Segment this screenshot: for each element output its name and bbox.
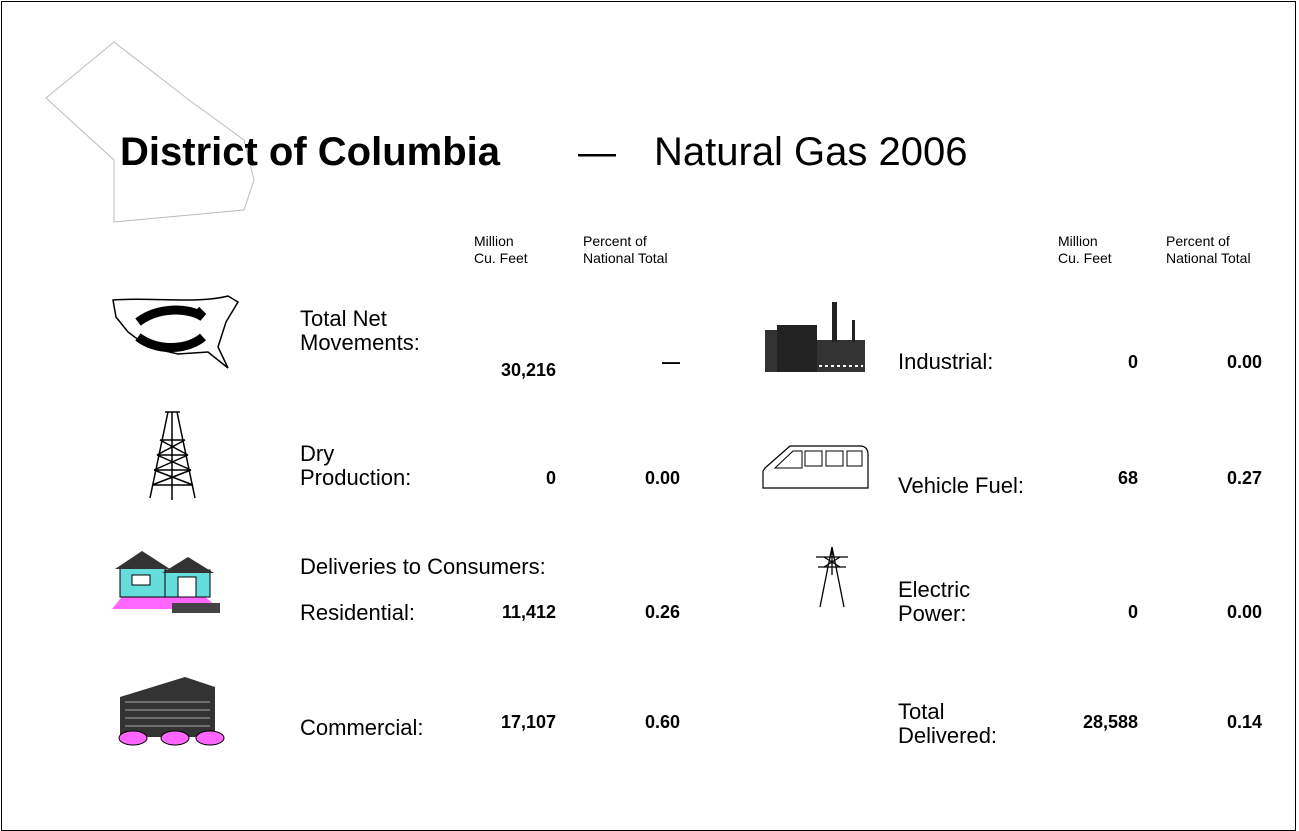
text-line: Dry xyxy=(300,441,335,466)
row-label: Total Net Movements: xyxy=(300,307,420,355)
text-line: Cu. Feet xyxy=(474,250,528,266)
text-line: Total Net xyxy=(300,306,387,331)
row-label: Dry Production: xyxy=(300,442,411,490)
percent: 0.27 xyxy=(1226,468,1262,488)
volume: 17,107 xyxy=(500,712,556,732)
percent: 0.26 xyxy=(644,602,680,622)
text-line: Vehicle Fuel: xyxy=(898,473,1024,498)
percent: 0.00 xyxy=(644,468,680,488)
van-icon xyxy=(762,445,869,489)
state-name: District of Columbia xyxy=(120,130,501,174)
volume: 0 xyxy=(545,468,556,488)
state-outline xyxy=(45,41,255,223)
column-header: Million Cu. Feet xyxy=(474,233,528,267)
text-line: Industrial: xyxy=(898,349,994,374)
text-line: Electric xyxy=(898,577,971,602)
volume: 30,216 xyxy=(500,360,556,380)
text-line: Total xyxy=(898,699,945,724)
text-line: Percent of xyxy=(583,233,647,249)
row-label: Electric Power: xyxy=(898,578,970,626)
office-icon xyxy=(118,677,225,746)
pylon-icon xyxy=(816,546,848,608)
text-line: Power: xyxy=(898,601,967,626)
percent: 0.00 xyxy=(1226,352,1262,372)
column-header: Million Cu. Feet xyxy=(1058,233,1112,267)
subtitle: Natural Gas 2006 xyxy=(654,130,968,174)
text-line: Residential: xyxy=(300,600,415,625)
text-line: Production: xyxy=(300,465,412,490)
volume: 68 xyxy=(1117,468,1138,488)
percent: 0.60 xyxy=(644,712,680,732)
text-line: Commercial: xyxy=(300,715,424,740)
percent: 0.14 xyxy=(1226,712,1262,732)
text-line: Percent of xyxy=(1166,233,1230,249)
row-label: Residential: xyxy=(300,601,415,625)
row-label: Total Delivered: xyxy=(898,700,997,748)
us-map-icon xyxy=(112,295,240,369)
row-label: Commercial: xyxy=(300,716,423,740)
volume: 28,588 xyxy=(1082,712,1138,732)
volume: 0 xyxy=(1127,352,1138,372)
text-line: Million xyxy=(474,233,514,249)
row-label: Industrial: xyxy=(898,350,993,374)
text-line: Million xyxy=(1058,233,1098,249)
text-line: Delivered: xyxy=(898,723,998,748)
text-line: National Total xyxy=(583,250,668,266)
dash: — xyxy=(578,132,616,174)
section-label: Deliveries to Consumers: xyxy=(300,554,546,579)
volume: 0 xyxy=(1127,602,1138,622)
volume: 11,412 xyxy=(501,602,556,622)
factory-icon xyxy=(765,302,865,372)
column-header: Percent of National Total xyxy=(583,233,668,267)
percent: — xyxy=(662,352,680,372)
house-icon xyxy=(112,551,220,613)
column-header: Percent of National Total xyxy=(1166,233,1251,267)
row-label: Vehicle Fuel: xyxy=(898,474,1024,498)
percent: 0.00 xyxy=(1226,602,1262,622)
text-line: National Total xyxy=(1166,250,1251,266)
text-line: Movements: xyxy=(300,330,420,355)
text-line: Cu. Feet xyxy=(1058,250,1112,266)
derrick-icon xyxy=(149,411,196,500)
